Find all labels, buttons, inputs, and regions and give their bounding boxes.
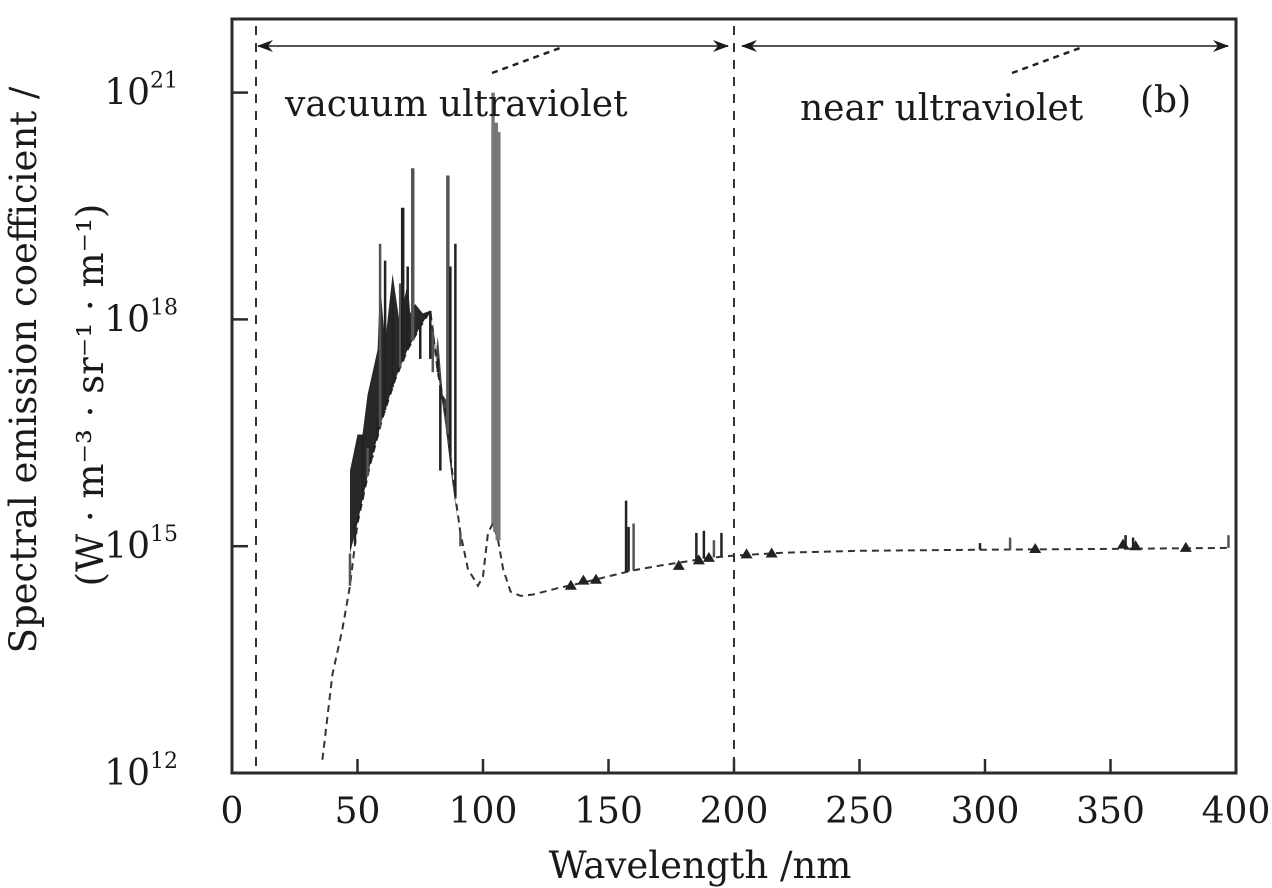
minor-peak (589, 573, 602, 584)
y-axis-title-line2: (W · m⁻³ · sr⁻¹ · m⁻¹) (69, 204, 112, 587)
minor-peak (1029, 542, 1042, 553)
minor-peak (740, 548, 753, 559)
spectrum-series (321, 92, 1230, 760)
dense-line-cluster (350, 273, 431, 554)
x-tick-label: 50 (335, 791, 381, 832)
minor-peak (702, 551, 715, 562)
minor-peak (1117, 538, 1130, 549)
continuum-curve (321, 307, 1229, 760)
nuv-leader-line (1011, 46, 1081, 75)
minor-peak (577, 574, 590, 585)
x-tick-label: 400 (1202, 791, 1271, 832)
y-tick-label: 1018 (104, 295, 178, 340)
panel-label: (b) (1140, 80, 1191, 121)
y-tick-label: 1015 (104, 522, 178, 567)
region-arrows (257, 40, 1229, 75)
x-tick-label: 0 (221, 791, 244, 832)
region-label-near-ultraviolet: near ultraviolet (800, 88, 1084, 129)
y-axis-ticks: 1021 1018 1015 1012 (104, 69, 248, 794)
region-label-vacuum-ultraviolet: vacuum ultraviolet (284, 84, 628, 125)
y-tick-label: 1012 (104, 749, 178, 794)
x-axis-title: Wavelength /nm (549, 844, 852, 887)
x-tick-label: 100 (449, 791, 518, 832)
vuv-leader-line (491, 46, 561, 75)
x-tick-label: 250 (825, 791, 894, 832)
minor-peak (564, 579, 577, 590)
x-tick-label: 200 (700, 791, 769, 832)
y-tick-label: 1021 (104, 69, 178, 114)
minor-peak (1129, 540, 1142, 551)
x-tick-label: 300 (951, 791, 1020, 832)
minor-peak (1179, 541, 1192, 552)
y-axis-title-line1: Spectral emission coefficient / (2, 86, 45, 653)
minor-peak (765, 547, 778, 558)
minor-peak (692, 554, 705, 565)
x-tick-label: 350 (1076, 791, 1145, 832)
x-axis-ticks: 0 50 100 150 200 250 300 350 400 (221, 759, 1271, 832)
region-boundaries (255, 26, 735, 773)
x-tick-label: 150 (574, 791, 643, 832)
minor-peak (672, 559, 685, 570)
